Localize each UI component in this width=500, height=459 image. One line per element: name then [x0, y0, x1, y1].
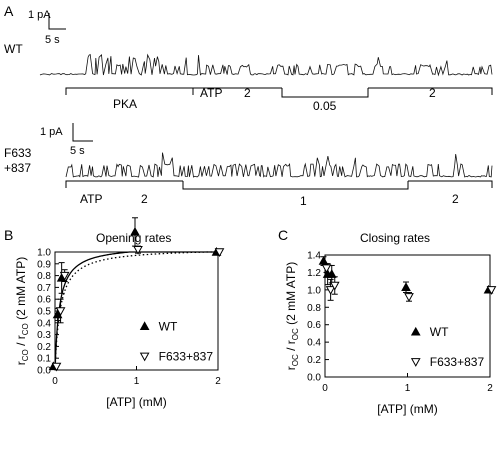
chart-c: 0.0 0.2 0.4 0.6 0.8 1.0 1.2 1.4 0 1 2 [ATP] (mM) rOC… — [284, 251, 497, 416]
mutant-cond-1: 1 — [300, 194, 307, 208]
chart-c-xtick-label: 2 — [487, 383, 493, 394]
chart-b-ytick-label: 0.4 — [37, 318, 51, 329]
chart-c-ytick-label: 0.8 — [307, 303, 321, 314]
chart-b-xlabel: [ATP] (mM) — [106, 395, 166, 409]
chart-c-ytick-label: 1.0 — [307, 285, 321, 296]
chart-b-legend-label: F633+837 — [159, 349, 214, 363]
chart-b-ytick-label: 0.8 — [37, 271, 51, 282]
chart-b-legend-marker — [139, 352, 150, 362]
chart-c-ytick-label: 0.6 — [307, 320, 321, 331]
chart-c-point-mutant — [321, 264, 332, 274]
chart-b-legend-label: WT — [159, 319, 178, 333]
wt-scale-bar: 1 pA 5 s — [28, 9, 66, 46]
chart-b-point-mutant — [214, 248, 225, 258]
chart-c-ytick-label: 0.2 — [307, 355, 321, 366]
chart-b-ytick-label: 1.0 — [37, 248, 51, 259]
chart-b-ytick-label: 0.0 — [37, 366, 51, 377]
chart-b-ytick-label: 0.2 — [37, 342, 51, 353]
wt-scale-current: 1 pA — [28, 9, 51, 21]
chart-b-point-mutant — [55, 307, 66, 317]
chart-b-ytick-label: 0.5 — [37, 307, 51, 318]
chart-c-point-mutant — [486, 286, 497, 295]
panel-b-letter: B — [4, 227, 13, 243]
mutant-label-line1: F633 — [4, 146, 32, 160]
wt-trace-label: WT — [4, 42, 23, 56]
wt-condition-bars: PKA ATP 2 0.05 2 — [65, 86, 493, 113]
chart-b-ytick-label: 0.1 — [37, 354, 51, 365]
chart-c-legend-label: WT — [430, 325, 449, 339]
mutant-condition-bars: ATP 2 1 2 — [65, 180, 493, 208]
wt-cond-2b: 2 — [429, 86, 436, 100]
chart-c-legend-marker — [410, 326, 421, 336]
chart-b-fit-curve-2 — [54, 251, 218, 371]
chart-c-legend-label: F633+837 — [430, 355, 485, 369]
chart-b-title: Opening rates — [96, 231, 171, 245]
wt-cond-005: 0.05 — [313, 99, 337, 113]
chart-c-xtick-label: 1 — [405, 383, 411, 394]
chart-b-xtick-label: 1 — [134, 376, 140, 387]
mutant-cond-2a: 2 — [141, 192, 148, 206]
chart-b-xtick-label: 0 — [52, 376, 58, 387]
chart-b-point-wt — [130, 226, 140, 236]
chart-c-point-mutant — [329, 281, 340, 291]
chart-b-ytick-label: 0.3 — [37, 330, 51, 341]
chart-c-point-wt — [326, 269, 337, 278]
chart-b-xtick-label: 2 — [215, 376, 221, 387]
wt-cond-atp: ATP — [200, 86, 222, 100]
chart-c-title: Closing rates — [360, 231, 430, 245]
wt-scale-time: 5 s — [45, 34, 60, 46]
chart-c-point-wt — [318, 256, 329, 265]
chart-c-xtick-label: 0 — [322, 383, 328, 394]
wt-cond-2a: 2 — [244, 86, 251, 100]
chart-b-ytick-label: 0.6 — [37, 295, 51, 306]
chart-c-ytick-label: 0.4 — [307, 338, 321, 349]
mutant-cond-atp: ATP — [80, 192, 102, 206]
chart-b-point-mutant — [59, 271, 70, 281]
chart-b-point-mutant — [51, 362, 62, 372]
wt-current-trace — [39, 53, 493, 77]
chart-b-ytick-label: 0.9 — [37, 259, 51, 270]
mutant-label-line2: +837 — [4, 161, 31, 175]
chart-c-point-mutant — [404, 293, 414, 302]
chart-b-point-mutant — [133, 245, 143, 255]
chart-b-ytick-label: 0.7 — [37, 283, 51, 294]
chart-b-ylabel: rCO / rCO (2 mM ATP) — [14, 257, 30, 365]
mutant-cond-2b: 2 — [452, 192, 459, 206]
mutant-current-trace — [65, 152, 493, 178]
chart-b-legend-marker — [139, 321, 150, 331]
chart-c-legend-marker — [410, 358, 421, 367]
chart-c-xlabel: [ATP] (mM) — [377, 402, 437, 416]
chart-c-ytick-label: 1.4 — [307, 251, 321, 262]
mutant-scale-bar: 1 pA 5 s — [40, 123, 93, 157]
chart-c-ylabel: rOC / rOC (2 mM ATP) — [284, 262, 300, 370]
mutant-scale-current: 1 pA — [40, 126, 63, 138]
mutant-scale-time: 5 s — [70, 145, 85, 157]
panel-c-letter: C — [278, 227, 288, 243]
wt-cond-pka: PKA — [113, 97, 137, 111]
chart-c-point-wt — [401, 282, 411, 291]
chart-c-ytick-label: 0.0 — [307, 373, 321, 384]
panel-a-letter: A — [4, 3, 14, 19]
chart-c-ytick-label: 1.2 — [307, 268, 321, 279]
chart-c-point-mutant — [325, 286, 336, 295]
chart-b: 0.00.10.20.30.40.50.60.70.80.91.0 0 1 2 [ATP… — [14, 217, 225, 409]
